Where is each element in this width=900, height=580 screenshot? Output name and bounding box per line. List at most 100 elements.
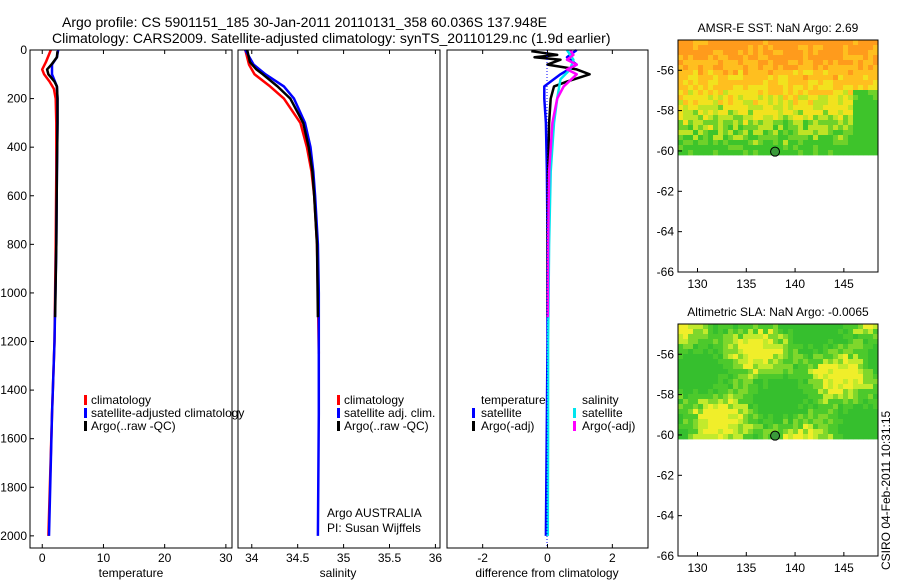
sst-map-cell [798, 65, 804, 71]
sst-map-cell [708, 135, 714, 141]
sst-map-cell [788, 115, 794, 121]
sla-map-cell [873, 389, 879, 395]
sst-map-cell [763, 55, 769, 61]
sst-map-cell [778, 105, 784, 111]
sla-map-cell [798, 359, 804, 365]
sst-map-cell [828, 55, 834, 61]
sla-map-cell [758, 324, 764, 330]
sla-map-cell [848, 424, 854, 430]
sla-map-cell [738, 329, 744, 335]
sla-map-cell [868, 384, 874, 390]
sst-map-cell [818, 75, 824, 81]
sst-map-cell [838, 100, 844, 106]
temperature-series-2 [45, 51, 59, 318]
sst-map-cell [783, 55, 789, 61]
sst-map-cell [778, 145, 784, 151]
sla-map-cell [868, 419, 874, 425]
sla-map-cell [853, 359, 859, 365]
sst-map-cell [753, 125, 759, 131]
sla-map-cell [783, 349, 789, 355]
sst-map-cell [768, 60, 774, 66]
sla-map-cell [678, 384, 684, 390]
sla-map-cell [688, 414, 694, 420]
sst-map-cell [793, 145, 799, 151]
sst-map-cell [793, 75, 799, 81]
sst-map-cell [718, 70, 724, 76]
sla-map-cell [708, 409, 714, 415]
sla-map-cell [863, 394, 869, 400]
sst-map-cell [773, 135, 779, 141]
sla-map-cell [833, 424, 839, 430]
sla-map-cell [728, 399, 734, 405]
sla-map-cell [768, 424, 774, 430]
sst-map-cell [748, 65, 754, 71]
sla-map-cell [783, 369, 789, 375]
sst-map-cell [808, 55, 814, 61]
sst-map-cell [723, 150, 729, 156]
sla-map-cell [818, 399, 824, 405]
sst-map-cell [843, 50, 849, 56]
sst-map-cell [778, 95, 784, 101]
sla-map-cell [753, 394, 759, 400]
sst-map-cell [693, 70, 699, 76]
sst-map-cell [688, 95, 694, 101]
sla-map-cell [743, 379, 749, 385]
sst-map-cell [733, 110, 739, 116]
sla-map-cell [843, 389, 849, 395]
sla-map-cell [793, 339, 799, 345]
sla-map-cell [753, 414, 759, 420]
sla-map-cell [693, 324, 699, 330]
salinity-xtick-label: 35.5 [378, 551, 402, 565]
sla-map-cell [773, 409, 779, 415]
sst-map-cell [838, 55, 844, 61]
sst-map-cell [698, 95, 704, 101]
sla-map-cell [853, 339, 859, 345]
legend-swatch-argo [337, 421, 340, 431]
sla-map-cell [823, 424, 829, 430]
sla-map-cell [698, 339, 704, 345]
sst-map-cell [788, 105, 794, 111]
sst-map-cell [843, 95, 849, 101]
sst-map-cell [698, 50, 704, 56]
sla-map-cell [698, 344, 704, 350]
sla-map-cell [758, 364, 764, 370]
sla-map-cell [853, 389, 859, 395]
sst-map-cell [818, 70, 824, 76]
sla-map-cell [683, 329, 689, 335]
sst-map-cell [698, 100, 704, 106]
sst-map-cell [688, 50, 694, 56]
sst-map-cell [873, 100, 879, 106]
sst-map-cell [843, 105, 849, 111]
sst-map-cell [733, 70, 739, 76]
sst-map-cell [788, 100, 794, 106]
sla-map-cell [863, 329, 869, 335]
sst-map-cell [783, 125, 789, 131]
sst-map-cell [703, 110, 709, 116]
sla-map-cell [843, 419, 849, 425]
sst-map-cell [753, 145, 759, 151]
sla-map-cell [783, 414, 789, 420]
sst-map-cell [678, 135, 684, 141]
sst-map-cell [868, 60, 874, 66]
sla-map-cell [873, 354, 879, 360]
sla-map-cell [838, 394, 844, 400]
sla-map-cell [713, 414, 719, 420]
sst-map-cell [798, 75, 804, 81]
sst-map-cell [833, 60, 839, 66]
sst-map-cell [838, 50, 844, 56]
sla-map-cell [743, 429, 749, 435]
sla-map-cell [743, 344, 749, 350]
sst-map-cell [843, 125, 849, 131]
sla-map-cell [868, 409, 874, 415]
sst-map-cell [708, 40, 714, 46]
sst-map-cell [763, 50, 769, 56]
difference-xlabel: difference from climatology [475, 566, 618, 580]
sla-map-cell [868, 389, 874, 395]
sla-map-cell [853, 374, 859, 380]
sst-map-cell [843, 130, 849, 136]
sst-map-cell [743, 125, 749, 131]
sst-map-cell [728, 45, 734, 51]
sst-map-cell [713, 100, 719, 106]
sst-map-cell [768, 130, 774, 136]
sst-map-cell [808, 50, 814, 56]
